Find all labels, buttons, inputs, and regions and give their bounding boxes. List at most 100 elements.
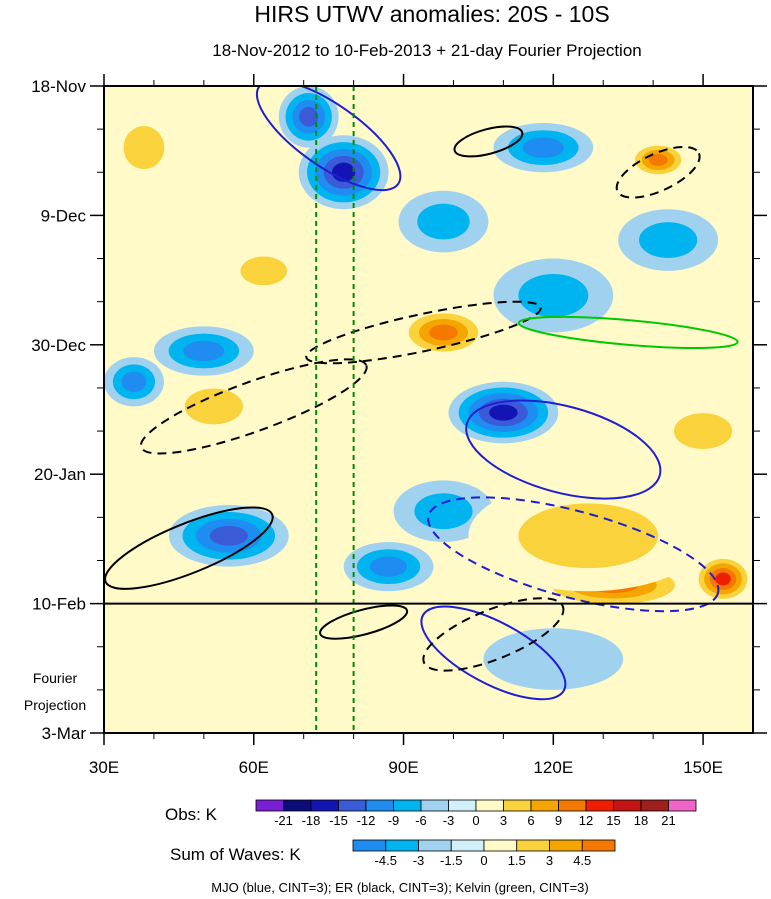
obs-colorbar-label-2: -15 bbox=[329, 813, 348, 828]
anomaly-blob-16-level-1 bbox=[518, 503, 659, 569]
x-tick-label-4: 150E bbox=[683, 758, 723, 777]
obs-colorbar-box-4 bbox=[365, 799, 394, 812]
anomaly-blob-18 bbox=[108, 110, 179, 185]
anomaly-blob-17-level-1 bbox=[184, 388, 243, 425]
anomaly-blob-5-level-2 bbox=[183, 340, 225, 362]
y-tick-label-0: 18-Nov bbox=[31, 77, 86, 96]
obs-colorbar-label-0: -21 bbox=[274, 813, 293, 828]
anomaly-blob-13-level-3 bbox=[429, 324, 458, 341]
waves-colorbar-label-4: 1.5 bbox=[508, 853, 526, 868]
mjo-contour-3 bbox=[427, 496, 720, 613]
obs-colorbar-box-7 bbox=[448, 799, 477, 812]
plot-frame bbox=[103, 85, 754, 734]
x-tick-label-3: 120E bbox=[533, 758, 573, 777]
obs-colorbar-box-15 bbox=[668, 799, 697, 812]
obs-colorbar-box-2 bbox=[310, 799, 339, 812]
projection-label-line-1: Fourier bbox=[33, 670, 78, 686]
obs-colorbar-label-4: -9 bbox=[388, 813, 400, 828]
anomaly-blob-16 bbox=[468, 480, 709, 592]
obs-colorbar-box-14 bbox=[640, 799, 669, 812]
anomaly-blob-11 bbox=[393, 480, 494, 542]
chart-subtitle: 18-Nov-2012 to 10-Feb-2013 + 21-day Four… bbox=[212, 41, 642, 60]
anomaly-blob-2 bbox=[448, 381, 559, 444]
obs-colorbar-box-11 bbox=[558, 799, 587, 812]
anomaly-blob-4 bbox=[168, 505, 289, 567]
y-tick-label-3: 20-Jan bbox=[34, 465, 86, 484]
er-contour-7 bbox=[453, 125, 524, 158]
er-contour-5 bbox=[305, 300, 542, 365]
anomaly-blob-12-level-3 bbox=[648, 154, 668, 166]
waves-colorbar-box-3 bbox=[450, 839, 485, 852]
obs-colorbar-box-8 bbox=[475, 799, 504, 812]
waves-colorbar-label-2: -1.5 bbox=[440, 853, 462, 868]
waves-colorbar-label-6: 4.5 bbox=[573, 853, 591, 868]
anomaly-blob-7 bbox=[104, 357, 164, 407]
obs-colorbar: -21 -18 -15 -12 -9 -6 -3 0 3 6 9 12 15 18 21 bbox=[255, 799, 697, 828]
obs-colorbar-label-9: 6 bbox=[527, 813, 534, 828]
anomaly-blob-3-level-2 bbox=[522, 137, 564, 158]
y-tick-label-5: 3-Mar bbox=[42, 724, 87, 743]
obs-colorbar-label-10: 9 bbox=[555, 813, 562, 828]
obs-colorbar-label-7: 0 bbox=[472, 813, 479, 828]
kelvin-contour-11 bbox=[517, 315, 739, 350]
x-axis: 30E 60E 90E 120E 150E bbox=[89, 74, 723, 777]
anomaly-blob-20 bbox=[223, 246, 304, 296]
obs-colorbar-box-0 bbox=[255, 799, 284, 812]
y-axis: 18-Nov 9-Dec 30-Dec 20-Jan 10-Feb 3-Mar bbox=[31, 77, 767, 743]
er-contour-9 bbox=[319, 604, 409, 640]
waves-colorbar-label-5: 3 bbox=[546, 853, 553, 868]
waves-colorbar-box-4 bbox=[483, 839, 518, 852]
obs-colorbar-label-5: -6 bbox=[415, 813, 427, 828]
anomaly-blob-8 bbox=[618, 209, 719, 271]
plot-area bbox=[104, 86, 753, 733]
waves-colorbar-box-6 bbox=[549, 839, 583, 852]
obs-colorbar-label-8: 3 bbox=[500, 813, 507, 828]
anomaly-blob-10 bbox=[493, 258, 614, 333]
projection-label-line-2: Projection bbox=[24, 697, 86, 713]
anomaly-blob-5 bbox=[153, 326, 254, 376]
obs-colorbar-label-14: 21 bbox=[661, 813, 675, 828]
anomaly-blob-9 bbox=[398, 190, 489, 253]
waves-colorbar-label: Sum of Waves: K bbox=[170, 845, 301, 864]
anomaly-blob-8-level-1 bbox=[639, 222, 698, 259]
er-contour-4 bbox=[139, 358, 368, 455]
x-tick-label-2: 90E bbox=[388, 758, 418, 777]
anomaly-blob-17 bbox=[163, 375, 264, 438]
anomaly-blob-18-level-1 bbox=[123, 126, 165, 170]
obs-colorbar-box-12 bbox=[585, 799, 614, 812]
anomaly-blob-3 bbox=[493, 122, 594, 173]
anomaly-blob-15-level-4 bbox=[715, 572, 731, 586]
er-contour-10 bbox=[422, 597, 565, 672]
reference-lines bbox=[104, 86, 753, 733]
obs-colorbar-box-13 bbox=[613, 799, 642, 812]
anomaly-blob-20-level-1 bbox=[240, 256, 288, 286]
anomaly-blob-2-level-4 bbox=[489, 404, 518, 421]
obs-colorbar-label: Obs: K bbox=[165, 805, 218, 824]
obs-colorbar-box-3 bbox=[338, 799, 367, 812]
anomaly-blob-10-level-1 bbox=[518, 273, 589, 318]
waves-colorbar-label-1: -3 bbox=[413, 853, 425, 868]
obs-colorbar-label-3: -12 bbox=[357, 813, 376, 828]
waves-colorbar-label-0: -4.5 bbox=[375, 853, 397, 868]
y-tick-label-1: 9-Dec bbox=[41, 206, 87, 225]
anomaly-blob-21-level-0 bbox=[403, 659, 464, 709]
anomaly-blob-6 bbox=[343, 541, 434, 592]
obs-colorbar-box-6 bbox=[420, 799, 449, 812]
obs-colorbar-label-12: 15 bbox=[606, 813, 620, 828]
waves-colorbar-box-7 bbox=[581, 839, 616, 852]
x-tick-label-1: 60E bbox=[239, 758, 269, 777]
obs-colorbar-label-13: 18 bbox=[634, 813, 648, 828]
obs-colorbar-label-1: -18 bbox=[302, 813, 321, 828]
footer-legend: MJO (blue, CINT=3); ER (black, CINT=3); … bbox=[211, 880, 588, 895]
anomaly-blob-1-level-3 bbox=[299, 107, 319, 127]
obs-colorbar-box-10 bbox=[530, 799, 559, 812]
obs-colorbar-box-1 bbox=[283, 799, 312, 812]
anomaly-blob-6-level-2 bbox=[370, 556, 408, 577]
anomaly-blob-15 bbox=[693, 554, 753, 604]
er-contour-6 bbox=[104, 506, 274, 590]
anomaly-blob-19-level-1 bbox=[673, 413, 733, 450]
mjo-contour-2 bbox=[420, 605, 567, 701]
obs-colorbar-box-9 bbox=[503, 799, 532, 812]
anomaly-blob-9-level-1 bbox=[417, 203, 470, 240]
